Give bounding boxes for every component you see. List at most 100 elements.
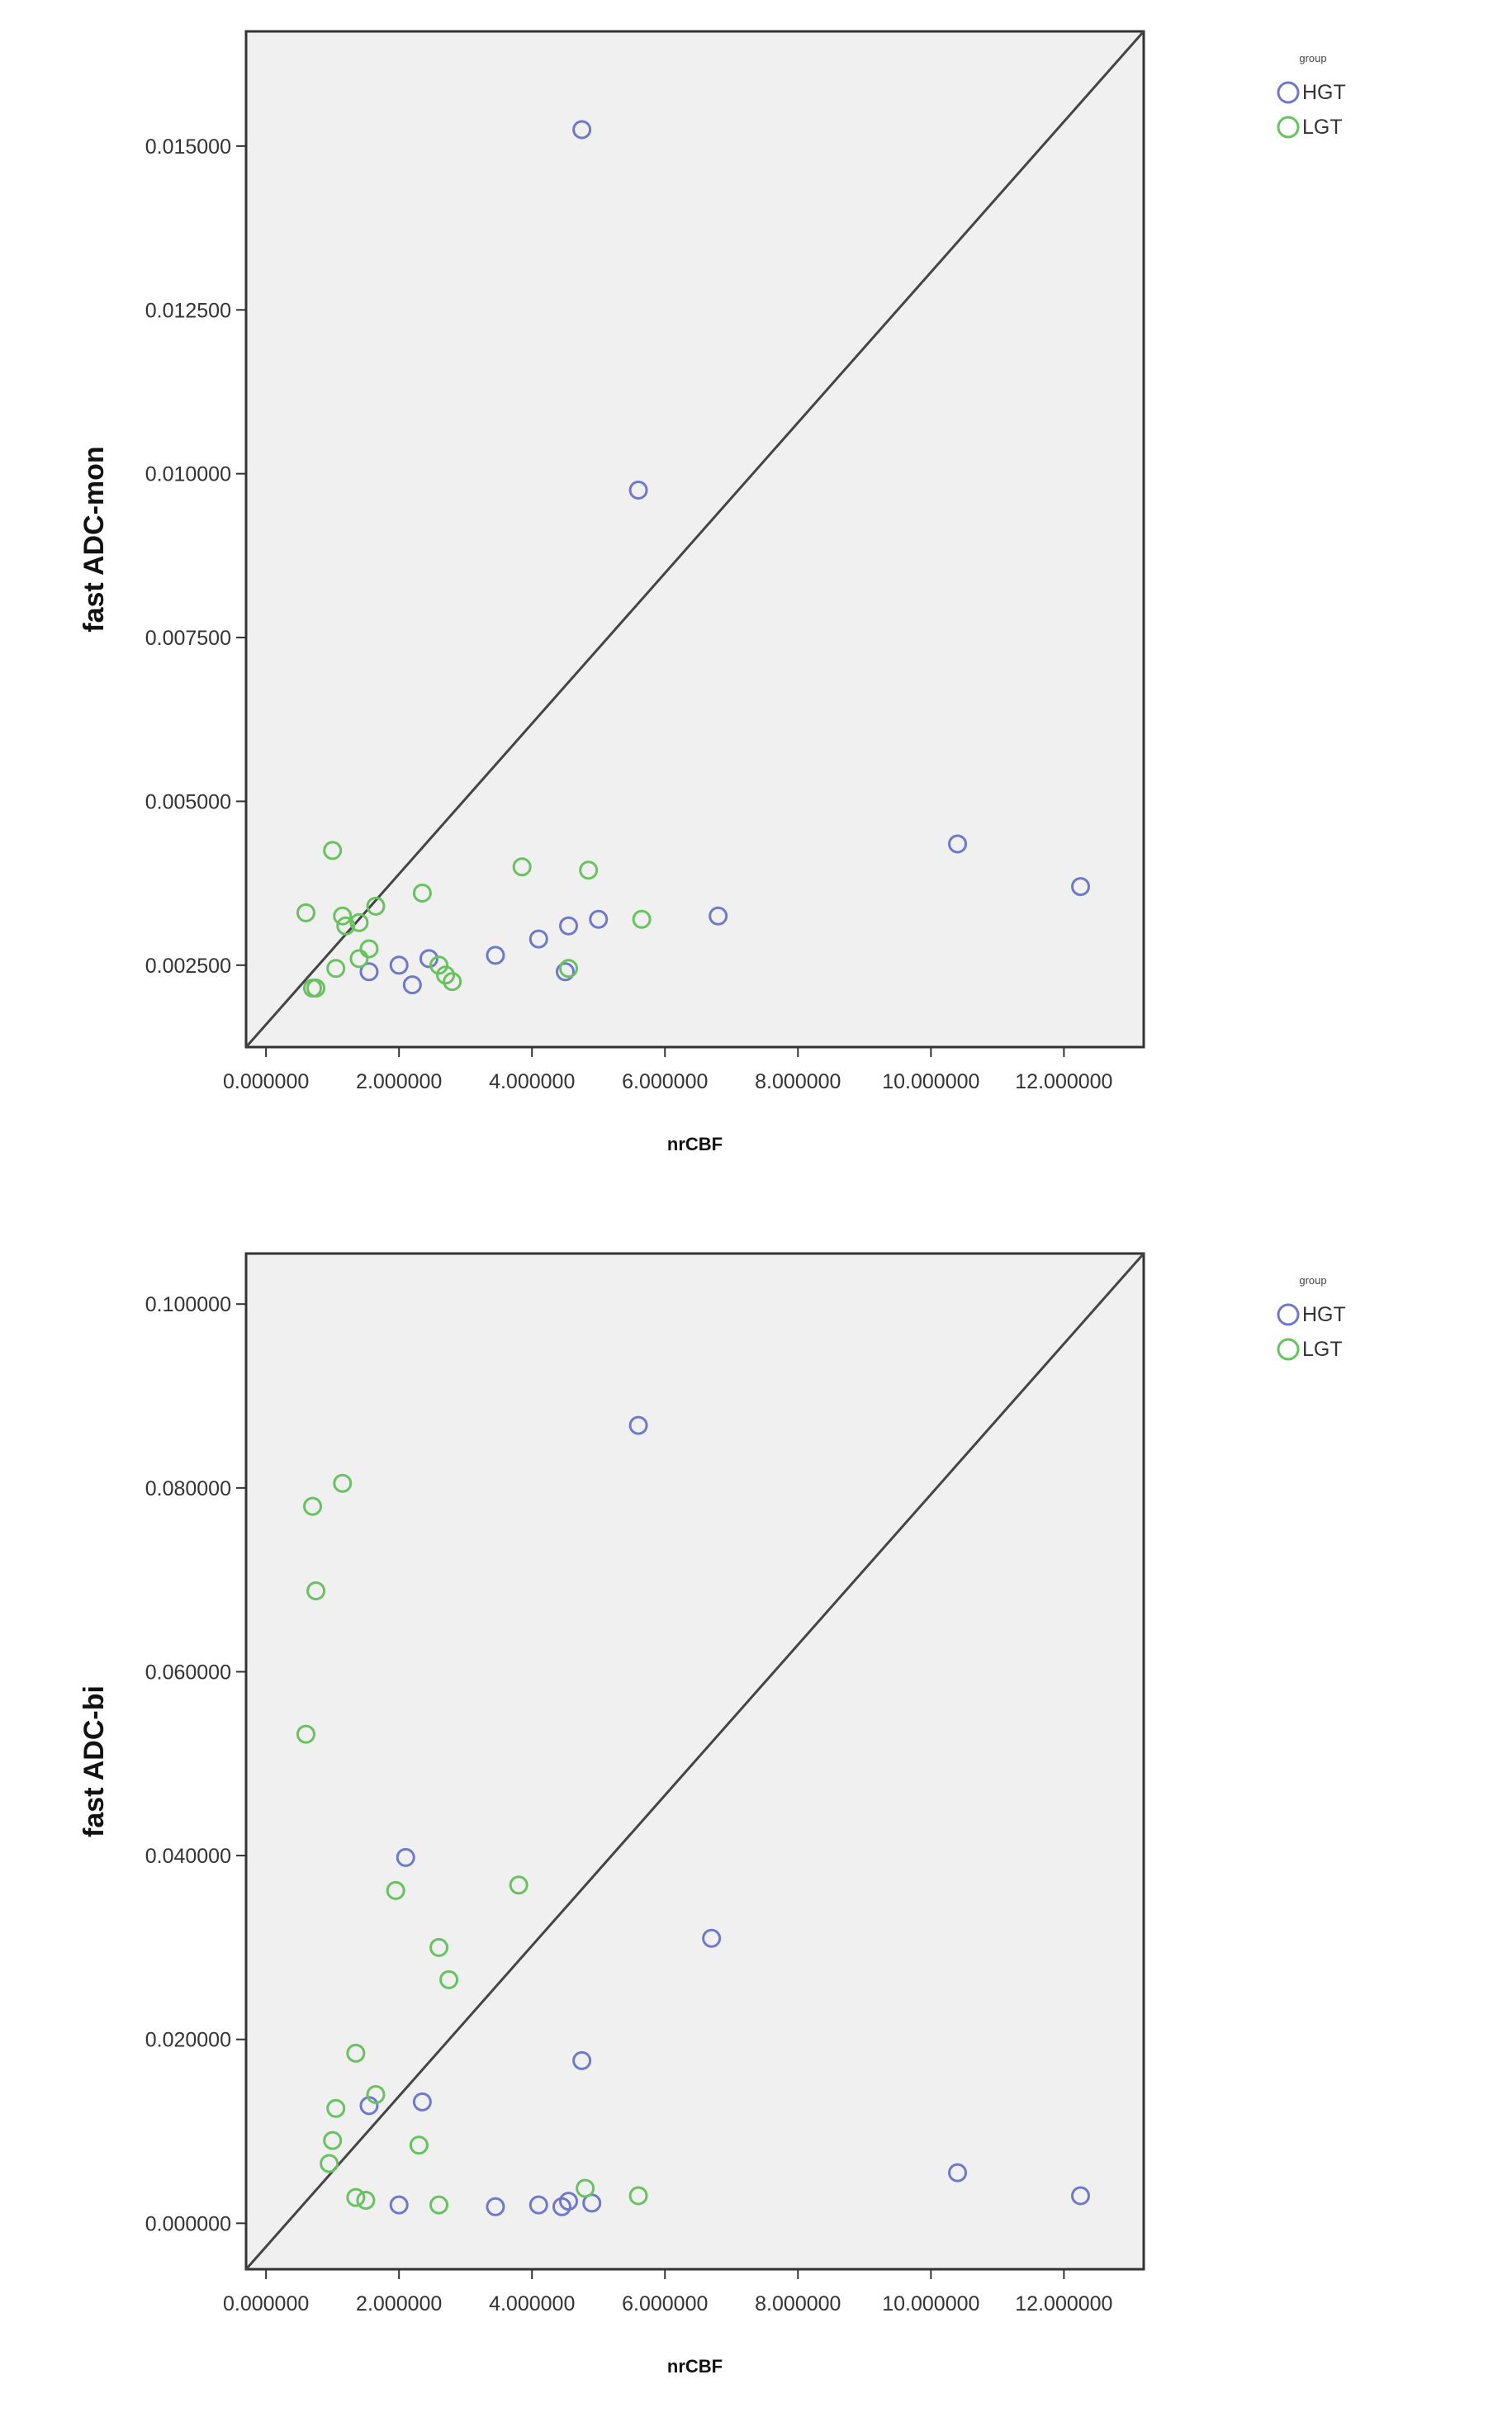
- data-point-hgt: [486, 946, 505, 965]
- legend: group HGT LGT: [1277, 1274, 1346, 1361]
- data-point-lgt: [346, 2043, 366, 2063]
- data-point-lgt: [320, 2154, 339, 2173]
- x-tick-label: 4.000000: [489, 2292, 575, 2315]
- data-point-hgt: [709, 906, 728, 926]
- x-axis-title: nrCBF: [667, 2356, 723, 2377]
- legend-label-hgt: HGT: [1302, 81, 1346, 104]
- y-tick-label: 0.007500: [145, 627, 231, 650]
- legend-marker-hgt: [1277, 1303, 1300, 1326]
- y-tick-label: 0.000000: [145, 2212, 231, 2235]
- data-point-hgt: [628, 480, 648, 500]
- x-tick-label: 2.000000: [356, 2292, 442, 2315]
- data-point-hgt: [419, 949, 438, 969]
- data-point-lgt: [349, 912, 369, 932]
- y-tick-label: 0.005000: [145, 790, 231, 813]
- data-point-hgt: [702, 1928, 722, 1948]
- x-tick-label: 12.000000: [1015, 2292, 1112, 2315]
- scatter-panel-2: 0.000000 2.000000 4.000000 6.000000 8.000000…: [78, 1252, 1346, 2377]
- y-tick-label: 0.002500: [145, 955, 231, 978]
- y-tick-label: 0.080000: [145, 1477, 231, 1500]
- y-tick-label: 0.100000: [145, 1293, 231, 1316]
- data-point-hgt: [1071, 877, 1091, 897]
- data-point-hgt: [359, 962, 379, 982]
- y-tick-label: 0.020000: [145, 2029, 231, 2052]
- data-point-lgt: [429, 2195, 449, 2215]
- data-point-lgt: [512, 857, 532, 877]
- x-tick-label: 0.000000: [223, 2292, 309, 2315]
- data-point-lgt: [323, 841, 343, 860]
- x-tick-label: 10.000000: [882, 2292, 979, 2315]
- legend-label-lgt: LGT: [1302, 1338, 1343, 1361]
- data-point-lgt: [429, 1937, 449, 1957]
- data-point-lgt: [366, 896, 386, 916]
- data-point-hgt: [402, 975, 422, 995]
- y-tick-label: 0.040000: [145, 1845, 231, 1868]
- data-point-lgt: [356, 2191, 376, 2211]
- data-point-hgt: [628, 1415, 648, 1435]
- data-point-lgt: [326, 2098, 346, 2118]
- data-point-lgt: [386, 1880, 405, 1900]
- data-point-lgt: [436, 965, 456, 985]
- data-point-lgt: [303, 1496, 323, 1516]
- y-tick-label: 0.060000: [145, 1661, 231, 1684]
- y-tick-label: 0.012500: [145, 299, 231, 322]
- legend: group HGT LGT: [1277, 52, 1346, 139]
- data-point-lgt: [443, 972, 462, 992]
- scatter-panel-1: 0.000000 2.000000 4.000000 6.000000 8.000000…: [78, 30, 1346, 1154]
- data-point-hgt: [1071, 2186, 1091, 2206]
- data-point-lgt: [333, 1473, 353, 1493]
- data-point-lgt: [429, 955, 449, 975]
- data-point-hgt: [948, 2163, 968, 2183]
- data-point-lgt: [559, 959, 579, 979]
- reference-line: [244, 31, 1145, 1048]
- data-point-hgt: [572, 2050, 592, 2070]
- data-point-hgt: [528, 2195, 548, 2215]
- data-point-hgt: [389, 2195, 409, 2215]
- data-point-hgt: [559, 916, 579, 936]
- data-point-hgt: [528, 929, 548, 949]
- data-point-hgt: [572, 120, 592, 140]
- y-tick-label: 0.010000: [145, 463, 231, 486]
- data-point-lgt: [359, 939, 379, 959]
- data-point-lgt: [346, 2187, 366, 2207]
- y-axis-title: fast ADC-bi: [78, 1685, 110, 1837]
- data-point-lgt: [366, 2085, 386, 2105]
- data-point-lgt: [326, 959, 346, 979]
- y-axis-title: fast ADC-mon: [78, 446, 110, 632]
- data-point-lgt: [579, 860, 599, 880]
- data-point-hgt: [589, 909, 609, 929]
- data-point-hgt: [389, 955, 409, 975]
- x-tick-label: 10.000000: [882, 1070, 979, 1093]
- data-point-hgt: [396, 1847, 415, 1867]
- x-tick-label: 8.000000: [755, 1070, 841, 1093]
- data-point-lgt: [509, 1875, 528, 1895]
- legend-label-lgt: LGT: [1302, 116, 1343, 139]
- data-point-hgt: [948, 834, 968, 854]
- legend-marker-lgt: [1277, 116, 1300, 139]
- data-point-hgt: [559, 2192, 579, 2211]
- x-tick-label: 0.000000: [223, 1070, 309, 1093]
- x-tick-label: 6.000000: [622, 1070, 708, 1093]
- legend-label-hgt: HGT: [1302, 1303, 1346, 1326]
- x-tick-label: 4.000000: [489, 1070, 575, 1093]
- x-tick-label: 8.000000: [755, 2292, 841, 2315]
- data-point-lgt: [412, 884, 432, 903]
- data-point-lgt: [349, 949, 369, 969]
- x-tick-label: 12.000000: [1015, 1070, 1112, 1093]
- x-tick-label: 2.000000: [356, 1070, 442, 1093]
- data-point-lgt: [323, 2131, 343, 2150]
- legend-marker-lgt: [1277, 1338, 1300, 1361]
- data-point-lgt: [628, 2186, 648, 2206]
- data-point-lgt: [306, 1581, 326, 1601]
- y-tick-label: 0.015000: [145, 135, 231, 159]
- data-point-lgt: [296, 1724, 315, 1744]
- x-tick-label: 6.000000: [622, 2292, 708, 2315]
- reference-line: [244, 1253, 1145, 2270]
- legend-title: group: [1299, 1274, 1326, 1287]
- x-axis-title: nrCBF: [667, 1134, 723, 1154]
- data-point-hgt: [412, 2092, 432, 2112]
- data-point-lgt: [306, 979, 326, 998]
- legend-title: group: [1299, 52, 1326, 64]
- data-point-lgt: [576, 2178, 595, 2198]
